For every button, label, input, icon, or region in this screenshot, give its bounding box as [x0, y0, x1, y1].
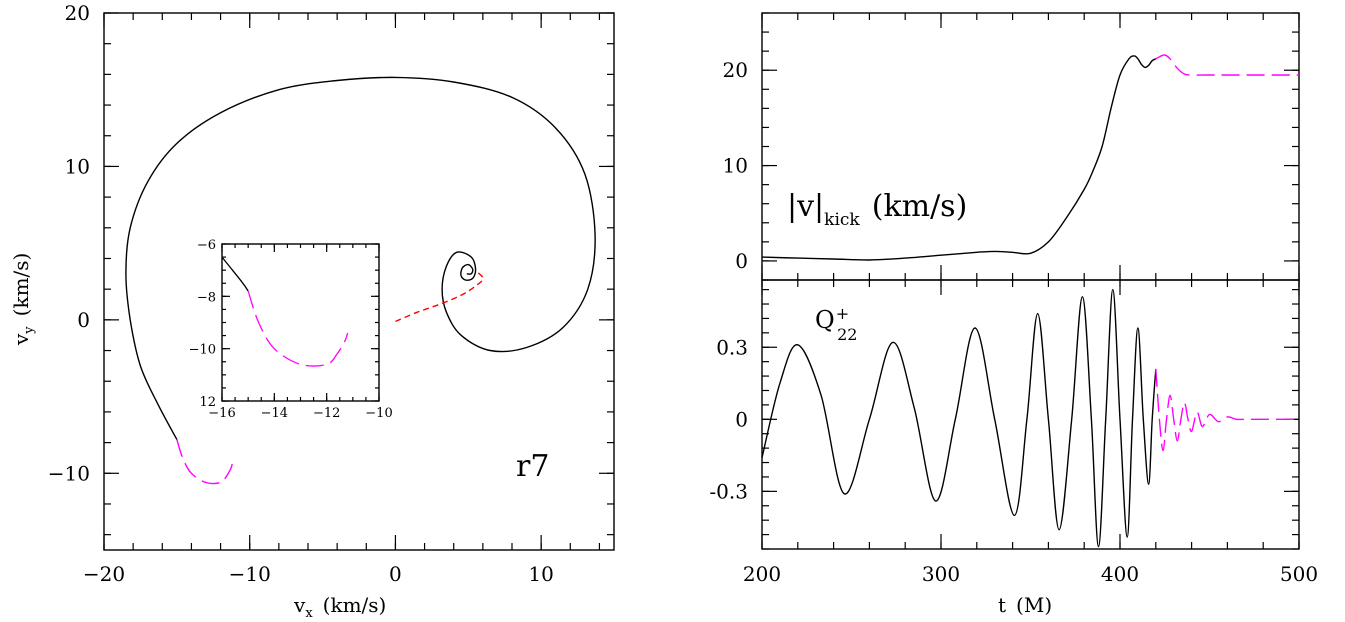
right-top-annotation: |v|kick (km/s) — [787, 189, 967, 230]
right-top-y-tick-label: 20 — [723, 58, 748, 82]
left-series-line-0 — [125, 76, 596, 440]
right-bottom-x-tick-label: 200 — [743, 562, 781, 586]
inset-background — [222, 244, 379, 401]
inset-series-line-1 — [247, 290, 349, 367]
right-bottom-x-tick-label: 300 — [922, 562, 960, 586]
right-bottom-ticks: 200 300 400 500 -0.3 0 0.3 — [709, 280, 1318, 586]
inset-ticks: −16 −14 −12 −10 12 −10 −8 −6 — [189, 238, 393, 421]
right-bottom-series-line-0 — [761, 288, 1157, 548]
inset-y-tick-label: 12 — [199, 395, 216, 410]
right-bottom-x-tick-label: 400 — [1101, 562, 1139, 586]
right-bottom-plot-frame — [761, 279, 1300, 550]
right-top-series — [761, 54, 1299, 261]
left-series-line-2 — [395, 270, 484, 323]
right-bottom-series-line-1 — [1155, 368, 1299, 452]
right-bottom-annotation: Q+ 22 — [815, 304, 857, 344]
left-x-tick-label: 0 — [389, 562, 402, 586]
left-x-tick-label: −10 — [229, 562, 271, 586]
left-x-axis-label: vx (km/s) — [293, 593, 386, 621]
left-series-line-1 — [176, 439, 233, 485]
inset-x-tick-label: −14 — [261, 406, 288, 421]
left-series — [125, 76, 596, 485]
right-bottom-x-tick-label: 500 — [1280, 562, 1318, 586]
right-top-series-line-1 — [1155, 54, 1299, 76]
right-top-plot-frame — [761, 12, 1300, 281]
right-top-ticks: 0 10 20 — [723, 12, 1300, 281]
inset-y-tick-label: −8 — [197, 290, 216, 305]
right-top-y-tick-label: 10 — [723, 154, 748, 178]
inset-x-tick-label: −16 — [208, 406, 235, 421]
left-x-tick-label: −20 — [83, 562, 125, 586]
left-y-tick-label: 20 — [65, 1, 90, 25]
left-y-tick-label: −10 — [48, 461, 90, 485]
inset-series — [221, 256, 349, 367]
right-top-series-line-0 — [761, 55, 1157, 261]
right-bottom-y-tick-label: 0.3 — [716, 335, 748, 359]
left-annotation-r7: r7 — [516, 449, 549, 484]
inset-x-tick-label: −10 — [365, 406, 392, 421]
inset-plot: −16 −14 −12 −10 12 −10 −8 −6 — [189, 238, 393, 421]
left-plot-frame — [103, 12, 615, 551]
left-panel: −20 −10 0 10 −10 0 10 20 vx (km/s) vy(km/s) r7 −… — [9, 1, 615, 621]
right-bottom-series — [761, 288, 1299, 548]
inset-x-tick-label: −12 — [313, 406, 340, 421]
left-y-tick-label: 0 — [77, 308, 90, 332]
right-x-axis-label: t (M) — [998, 593, 1052, 617]
left-y-axis-label: vy(km/s) — [9, 253, 37, 346]
right-bottom-y-tick-label: 0 — [735, 407, 748, 431]
right-panels: 0 10 20 200 300 400 500 -0.3 0 0.3 |v|kick (km/s)… — [709, 12, 1318, 617]
right-bottom-y-tick-label: -0.3 — [709, 479, 748, 503]
left-x-tick-label: 10 — [528, 562, 553, 586]
right-top-y-tick-label: 0 — [735, 249, 748, 273]
inset-y-tick-label: −6 — [197, 238, 216, 253]
inset-y-tick-label: −10 — [189, 343, 216, 358]
left-y-tick-label: 10 — [65, 154, 90, 178]
left-ticks: −20 −10 0 10 −10 0 10 20 — [48, 1, 614, 586]
inset-series-line-0 — [221, 256, 249, 292]
